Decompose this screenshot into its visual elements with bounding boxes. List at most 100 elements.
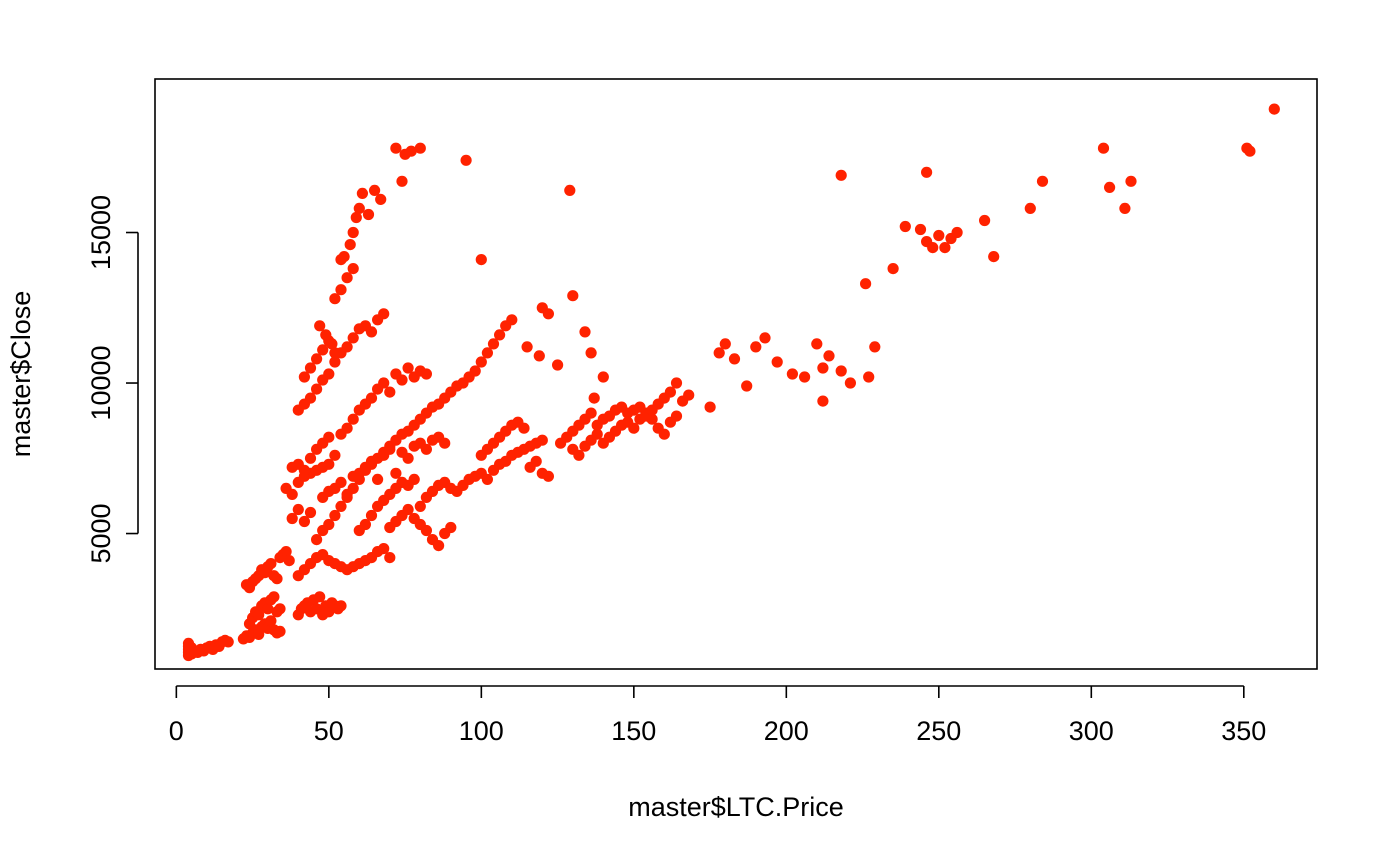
data-point (713, 347, 725, 359)
data-point (265, 558, 277, 570)
data-point (298, 371, 310, 383)
data-point (585, 347, 597, 359)
data-point (323, 458, 335, 470)
data-point (759, 332, 771, 344)
data-point (314, 591, 326, 603)
data-point (670, 410, 683, 422)
data-point (286, 488, 298, 500)
data-point (335, 600, 347, 612)
data-point (323, 368, 335, 380)
data-point (341, 272, 353, 284)
x-tick-label: 50 (314, 716, 344, 746)
data-point (628, 422, 640, 434)
data-point (951, 226, 963, 239)
data-point (265, 615, 277, 627)
data-point (704, 401, 716, 413)
data-point (396, 175, 408, 187)
y-axis: 5000 10000 15000 (86, 195, 139, 564)
data-point (542, 308, 555, 320)
data-point (365, 509, 378, 522)
data-point (844, 377, 857, 389)
data-point (365, 326, 378, 338)
x-tick-label: 350 (1221, 716, 1266, 746)
data-point (585, 407, 597, 419)
data-point (329, 356, 341, 368)
data-point (664, 386, 677, 398)
data-point (1036, 175, 1049, 187)
data-point (835, 365, 847, 377)
data-point (445, 521, 457, 534)
data-point (384, 443, 396, 455)
data-point (298, 515, 310, 528)
data-point (311, 353, 323, 365)
data-point (914, 223, 927, 236)
data-point (350, 211, 362, 224)
data-point (1119, 202, 1131, 214)
data-point (396, 374, 408, 386)
data-point (323, 431, 335, 443)
data-point (329, 347, 341, 359)
data-point (304, 362, 317, 374)
data-point (414, 142, 426, 154)
data-point (927, 242, 939, 254)
data-point (439, 437, 451, 449)
x-tick-label: 250 (916, 716, 961, 746)
data-point (420, 368, 432, 380)
data-point (329, 449, 341, 461)
data-point (365, 455, 378, 467)
data-point (347, 332, 359, 344)
data-point (274, 603, 286, 615)
data-point (817, 395, 829, 407)
data-point (433, 540, 445, 552)
data-point (506, 314, 518, 326)
data-point (786, 368, 799, 380)
data-point (530, 455, 542, 467)
data-point (347, 413, 359, 425)
data-point (378, 308, 390, 320)
data-point (799, 371, 811, 383)
data-point (362, 208, 375, 221)
data-point (375, 193, 387, 205)
x-axis-title: master$LTC.Price (628, 792, 844, 822)
data-point (341, 341, 353, 353)
data-point (823, 350, 835, 362)
data-point (420, 524, 432, 537)
data-point (588, 392, 600, 404)
data-point (741, 380, 753, 392)
data-point (283, 555, 295, 567)
data-point (359, 518, 371, 531)
data-point (335, 476, 347, 488)
data-point (347, 226, 359, 239)
data-point (341, 488, 353, 500)
data-point (597, 371, 609, 383)
data-point (658, 428, 670, 440)
data-point (390, 142, 402, 154)
data-point (280, 546, 292, 558)
data-point (304, 452, 317, 464)
x-tick-label: 0 (169, 716, 184, 746)
x-tick-label: 150 (611, 716, 656, 746)
data-point (469, 365, 481, 377)
y-tick-label: 5000 (86, 503, 116, 563)
data-point (460, 154, 472, 166)
data-point (1024, 202, 1036, 214)
data-point (405, 145, 417, 157)
data-point (521, 341, 533, 353)
data-point (542, 470, 555, 482)
data-point (1097, 142, 1110, 154)
x-tick-label: 100 (459, 716, 504, 746)
data-point (564, 184, 576, 196)
data-point (536, 434, 548, 446)
data-point (365, 392, 378, 404)
data-point (863, 371, 875, 383)
data-point (552, 359, 564, 371)
data-point (1268, 103, 1280, 115)
data-point (420, 443, 432, 455)
data-point (329, 293, 341, 305)
data-point (304, 392, 317, 404)
plot-frame (154, 78, 1318, 670)
data-point (298, 464, 310, 476)
data-point (338, 251, 350, 263)
data-point (347, 263, 359, 275)
data-point (817, 362, 829, 374)
